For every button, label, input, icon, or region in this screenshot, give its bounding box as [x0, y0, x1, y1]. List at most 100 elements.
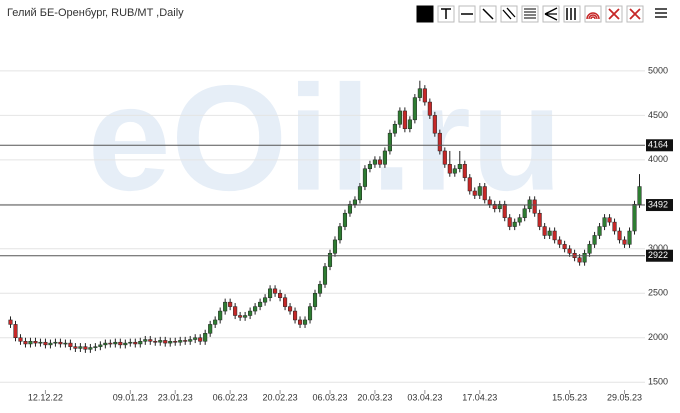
- candle-body: [327, 252, 333, 267]
- candle-body: [367, 164, 372, 170]
- candle-body: [73, 346, 78, 349]
- x-tick-label: 03.04.23: [407, 392, 442, 402]
- x-tick-label: 15.05.23: [552, 392, 587, 402]
- candle-body: [602, 217, 607, 227]
- menu-button[interactable]: [654, 6, 668, 20]
- candle-body: [263, 297, 268, 303]
- candle-body: [542, 226, 547, 236]
- candle-body: [178, 340, 183, 343]
- candle-body: [492, 204, 497, 210]
- candle-body: [537, 212, 542, 227]
- candle-body: [168, 341, 173, 344]
- candle-body: [248, 310, 253, 316]
- candle-body: [148, 339, 153, 342]
- candle-body: [58, 341, 63, 345]
- candle-body: [557, 239, 562, 245]
- candle-body: [362, 168, 367, 187]
- candle-body: [552, 230, 557, 241]
- candle-body: [138, 341, 143, 345]
- candle-body: [128, 341, 133, 344]
- candle-body: [547, 230, 552, 236]
- candle-body: [562, 244, 567, 250]
- candle-body: [512, 221, 517, 227]
- candle-body: [258, 301, 263, 307]
- color-button[interactable]: [416, 5, 434, 23]
- candle-body: [158, 340, 163, 343]
- candle-body: [452, 168, 457, 174]
- delete-tool[interactable]: [605, 5, 623, 23]
- vlines-tool[interactable]: [563, 5, 581, 23]
- x-tick-label: 17.04.23: [462, 392, 497, 402]
- candle-body: [312, 293, 318, 307]
- candle-body: [612, 221, 617, 232]
- candle-body: [347, 204, 353, 214]
- fib-tool[interactable]: [521, 5, 539, 23]
- candle-body: [497, 204, 502, 210]
- candle-body: [78, 346, 83, 349]
- candle-body: [233, 306, 238, 316]
- candle-body: [108, 342, 113, 345]
- level-label-box: [646, 249, 673, 262]
- candle-body: [482, 186, 487, 201]
- candle-body: [292, 310, 298, 321]
- candle-body: [153, 341, 158, 343]
- delete-all-tool[interactable]: [626, 5, 644, 23]
- candle-body: [607, 217, 612, 223]
- candle-body: [302, 319, 308, 325]
- candle-body: [88, 347, 93, 350]
- candle-body: [253, 306, 258, 312]
- candle-body: [567, 248, 572, 254]
- y-tick-label: 5000: [648, 65, 668, 75]
- candle-body: [587, 244, 592, 254]
- candle-body: [23, 341, 28, 345]
- y-tick-label: 1500: [648, 377, 668, 387]
- candle-body: [477, 186, 482, 196]
- x-tick-label: 20.03.23: [357, 392, 392, 402]
- candle-body: [407, 119, 412, 129]
- candle-body: [213, 319, 218, 325]
- level-label: 3492: [648, 199, 668, 209]
- candle-body: [522, 208, 527, 218]
- candle-body: [387, 132, 392, 152]
- y-tick-label: 2500: [648, 288, 668, 298]
- candle-body: [517, 217, 522, 223]
- candle-body: [283, 297, 288, 307]
- channel-tool[interactable]: [500, 5, 518, 23]
- level-label: 2922: [648, 250, 668, 260]
- chart-title: Гелий БЕ-Оренбург, RUB/MT ,Daily: [7, 7, 184, 19]
- x-tick-label: 09.01.23: [113, 392, 148, 402]
- trend-tool[interactable]: [479, 5, 497, 23]
- candle-body: [188, 339, 193, 342]
- candle-body: [43, 341, 48, 346]
- candle-body: [33, 341, 38, 344]
- candle-body: [28, 341, 33, 345]
- candle-body: [322, 266, 328, 285]
- candle-body: [622, 239, 627, 245]
- candle-body: [163, 340, 168, 344]
- candle-body: [332, 239, 338, 254]
- text-tool[interactable]: [437, 5, 455, 23]
- level-label: 4164: [648, 140, 668, 150]
- candle-body: [53, 341, 58, 344]
- candle-body: [68, 342, 73, 347]
- arc-tool[interactable]: [584, 5, 602, 23]
- candle-body: [18, 337, 23, 342]
- candle-body: [402, 110, 407, 129]
- candle-body: [193, 337, 198, 340]
- candle-body: [13, 324, 18, 338]
- candle-body: [273, 288, 278, 294]
- candle-body: [38, 341, 43, 344]
- candle-body: [63, 342, 68, 345]
- x-tick-label: 20.02.23: [263, 392, 298, 402]
- candle-body: [218, 310, 223, 321]
- hline-tool[interactable]: [458, 5, 476, 23]
- candle-body: [123, 342, 128, 346]
- candle-body: [198, 337, 203, 342]
- level-label-box: [646, 139, 673, 152]
- candle-body: [183, 340, 188, 342]
- fan-tool[interactable]: [542, 5, 560, 23]
- candle-body: [397, 110, 402, 125]
- candle-body: [143, 339, 148, 342]
